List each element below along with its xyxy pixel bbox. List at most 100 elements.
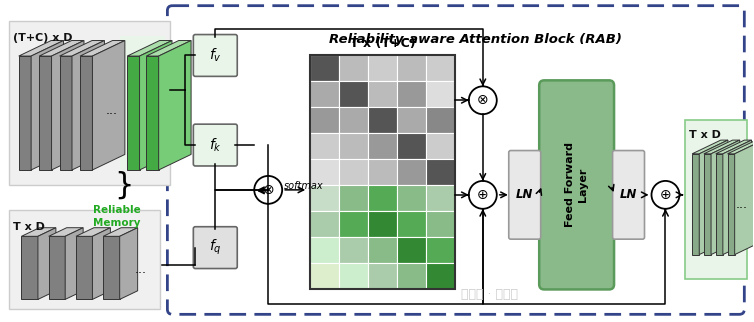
Text: ⊗: ⊗ [262, 183, 274, 197]
Bar [368, 133, 397, 159]
Text: Feed Forward
Layer: Feed Forward Layer [566, 142, 588, 227]
Bar [339, 237, 368, 263]
Polygon shape [734, 140, 754, 255]
Text: T x D: T x D [13, 222, 44, 232]
Bar [368, 212, 397, 237]
Text: Memory: Memory [93, 218, 140, 228]
Polygon shape [80, 56, 93, 170]
Text: 公众号 · 量子位: 公众号 · 量子位 [461, 288, 518, 301]
Bar [310, 108, 339, 133]
Bar [368, 81, 397, 108]
Polygon shape [80, 41, 125, 56]
Bar [397, 237, 426, 263]
Polygon shape [60, 41, 104, 56]
FancyBboxPatch shape [193, 227, 238, 269]
Bar [368, 185, 397, 212]
FancyBboxPatch shape [167, 6, 744, 314]
Circle shape [651, 181, 679, 209]
FancyBboxPatch shape [509, 151, 541, 239]
Polygon shape [39, 41, 84, 56]
Polygon shape [146, 41, 191, 56]
Bar [426, 212, 455, 237]
Polygon shape [19, 56, 31, 170]
Bar [426, 263, 455, 289]
Bar [339, 212, 368, 237]
Polygon shape [723, 140, 752, 255]
Polygon shape [716, 154, 723, 255]
Polygon shape [127, 56, 139, 170]
Text: T x D: T x D [689, 130, 722, 140]
Bar [310, 55, 455, 289]
Polygon shape [704, 154, 711, 255]
Polygon shape [120, 228, 138, 299]
Polygon shape [19, 41, 63, 56]
Circle shape [254, 176, 282, 204]
Text: T x (T+C): T x (T+C) [350, 37, 415, 50]
Bar [397, 212, 426, 237]
Polygon shape [72, 41, 104, 170]
Bar [397, 108, 426, 133]
Bar [397, 263, 426, 289]
Text: LN: LN [516, 188, 533, 201]
Polygon shape [51, 41, 84, 170]
Bar [339, 159, 368, 185]
Bar [310, 263, 339, 289]
Bar [397, 133, 426, 159]
Polygon shape [76, 236, 93, 299]
Polygon shape [146, 56, 158, 170]
Bar [310, 185, 339, 212]
Polygon shape [103, 228, 138, 236]
Polygon shape [76, 228, 110, 236]
Polygon shape [93, 228, 110, 299]
Text: (T+C) x D: (T+C) x D [13, 33, 72, 43]
Bar [426, 237, 455, 263]
Text: ...: ... [106, 104, 118, 117]
Polygon shape [699, 140, 728, 255]
Polygon shape [728, 154, 734, 255]
Bar [426, 159, 455, 185]
Bar [426, 81, 455, 108]
Text: LN: LN [620, 188, 637, 201]
Polygon shape [65, 228, 83, 299]
Polygon shape [21, 228, 56, 236]
Polygon shape [93, 41, 125, 170]
Bar [310, 81, 339, 108]
FancyBboxPatch shape [539, 80, 614, 289]
Bar [339, 81, 368, 108]
Circle shape [469, 86, 497, 114]
Text: softmax: softmax [284, 181, 323, 191]
Bar [310, 212, 339, 237]
Polygon shape [692, 154, 699, 255]
Bar [397, 159, 426, 185]
Bar [368, 263, 397, 289]
Text: ⊕: ⊕ [477, 188, 489, 202]
FancyBboxPatch shape [612, 151, 645, 239]
Polygon shape [60, 56, 72, 170]
Bar [397, 55, 426, 81]
Text: ⊕: ⊕ [660, 188, 671, 202]
Bar [339, 133, 368, 159]
Bar [9, 210, 161, 309]
Polygon shape [716, 140, 752, 154]
Bar [426, 133, 455, 159]
Text: Reliability-aware Attention Block (RAB): Reliability-aware Attention Block (RAB) [329, 33, 622, 45]
Text: ⊗: ⊗ [477, 93, 489, 107]
Polygon shape [728, 140, 754, 154]
Polygon shape [158, 41, 191, 170]
Bar [397, 81, 426, 108]
Polygon shape [49, 236, 65, 299]
Text: $f_q$: $f_q$ [209, 238, 222, 257]
Bar [9, 21, 170, 185]
Polygon shape [49, 228, 83, 236]
Bar [121, 35, 165, 170]
Bar [426, 108, 455, 133]
FancyBboxPatch shape [193, 124, 238, 166]
Polygon shape [711, 140, 740, 255]
Polygon shape [139, 41, 172, 170]
Polygon shape [127, 41, 172, 56]
Bar [426, 185, 455, 212]
Polygon shape [38, 228, 56, 299]
Bar [685, 120, 747, 279]
Bar [310, 159, 339, 185]
Polygon shape [103, 236, 120, 299]
